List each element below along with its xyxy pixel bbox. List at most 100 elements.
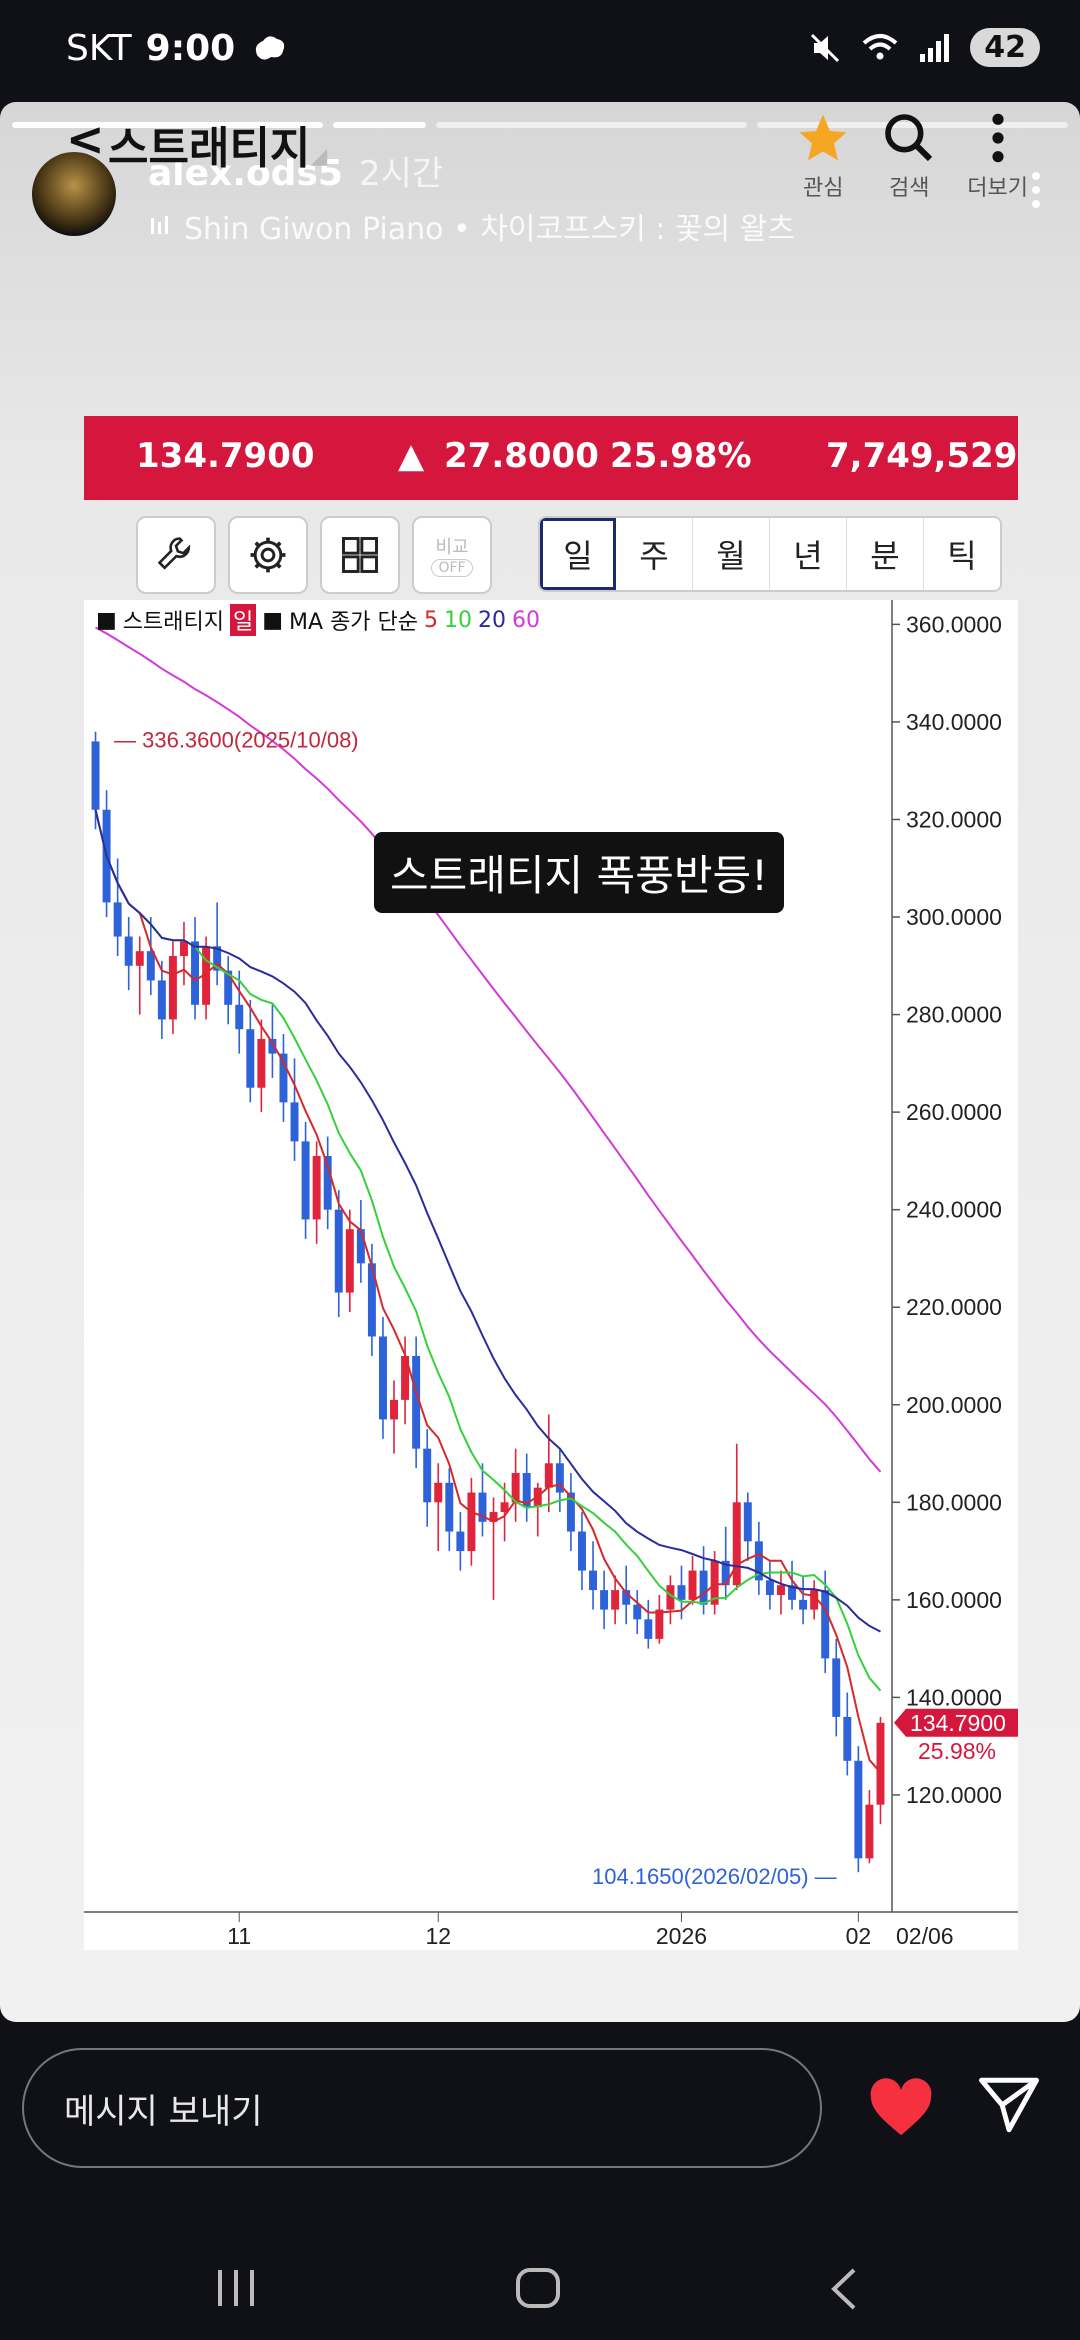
wifi-icon	[862, 33, 898, 59]
y-tick-label: 120.0000	[906, 1782, 1002, 1808]
username[interactable]: alex.ods5	[148, 153, 343, 194]
y-tick-label: 160.0000	[906, 1587, 1002, 1613]
story-header: alex.ods5 2시간	[148, 146, 443, 195]
tab-week[interactable]: 주	[616, 518, 693, 590]
compare-state: OFF	[431, 559, 473, 577]
candle-body	[765, 1580, 774, 1595]
candle-body	[743, 1502, 752, 1542]
candle-body	[489, 1512, 498, 1522]
search-button[interactable]: 검색	[881, 110, 937, 202]
last-price-tag	[894, 1708, 1018, 1737]
tab-year[interactable]: 년	[770, 518, 847, 590]
last-pct-label: 25.98%	[918, 1738, 996, 1764]
candle-body	[577, 1531, 586, 1571]
candle-body	[832, 1658, 841, 1717]
candle-body	[456, 1531, 465, 1552]
legend-marker: ■	[262, 607, 284, 633]
candle-body	[378, 1336, 387, 1420]
story-more-icon[interactable]	[1032, 166, 1044, 214]
y-tick-label: 260.0000	[906, 1099, 1002, 1125]
candle-body	[854, 1760, 863, 1859]
chart-background	[84, 600, 1018, 1950]
y-tick-label: 240.0000	[906, 1197, 1002, 1223]
gear-button[interactable]	[228, 516, 308, 594]
tab-minute[interactable]: 분	[847, 518, 924, 590]
legend-ma60: 60	[512, 607, 541, 633]
price-change-pct: 25.98%	[610, 436, 752, 476]
back-nav-icon[interactable]	[826, 2266, 860, 2312]
candle-body	[821, 1590, 830, 1659]
candle-body	[677, 1585, 686, 1600]
candle-body	[312, 1156, 321, 1220]
candle-body	[655, 1609, 664, 1639]
legend-series: 스트래티지	[122, 610, 224, 635]
star-icon	[799, 114, 847, 161]
status-right: 42	[808, 28, 1040, 67]
last-price-label: 134.7900	[910, 1710, 1006, 1736]
tab-month[interactable]: 월	[693, 518, 770, 590]
candle-body	[644, 1619, 653, 1639]
candle-body	[721, 1560, 730, 1586]
candle-body	[345, 1229, 354, 1293]
candle-body	[666, 1585, 675, 1610]
carrier: SKT	[66, 28, 132, 69]
home-icon[interactable]	[514, 2266, 562, 2310]
battery-indicator: 42	[970, 28, 1040, 67]
search-icon	[885, 114, 933, 162]
candle-body	[401, 1355, 410, 1400]
candle-body	[257, 1038, 266, 1088]
up-arrow-icon: ▲	[398, 436, 425, 476]
candle-body	[279, 1053, 288, 1103]
more-button[interactable]: 더보기	[967, 110, 1028, 202]
y-tick-label: 140.0000	[906, 1684, 1002, 1710]
story-progress	[12, 122, 1068, 128]
candle-body	[688, 1570, 697, 1600]
candle-body	[732, 1502, 741, 1586]
search-label: 검색	[889, 176, 930, 201]
heart-icon[interactable]	[868, 2078, 934, 2138]
legend-marker: ■	[96, 607, 117, 633]
candle-body	[699, 1570, 708, 1605]
ma20-line	[94, 809, 881, 1633]
candle-body	[168, 956, 177, 1020]
music-label: Shin Giwon Piano • 차이코프스키 : 꽃의 왈츠	[184, 212, 795, 247]
settings-wrench-button[interactable]	[136, 516, 216, 594]
candle-body	[423, 1448, 432, 1503]
tab-day[interactable]: 일	[540, 518, 616, 590]
candle-body	[611, 1590, 620, 1610]
compare-toggle[interactable]: 비교 OFF	[412, 516, 492, 594]
candle-body	[334, 1209, 343, 1293]
compare-label: 비교	[435, 537, 469, 558]
x-tick-label: 11	[227, 1923, 251, 1949]
candle-body	[113, 902, 122, 937]
candle-body	[511, 1473, 520, 1503]
price-bar: 134.7900 ▲ 27.8000 25.98% 7,749,529	[84, 416, 1018, 500]
chart-tools: 비교 OFF	[136, 516, 492, 594]
candle-body	[367, 1263, 376, 1337]
send-icon[interactable]	[976, 2074, 1042, 2136]
candlestick-chart[interactable]: 360.0000 340.0000 320.0000 300.0000 280.0000…	[84, 600, 1018, 1950]
candle-body	[213, 946, 222, 971]
avatar[interactable]	[32, 152, 116, 236]
more-icon	[992, 113, 1004, 163]
candle-body	[810, 1590, 819, 1610]
current-price: 134.7900	[136, 436, 315, 476]
clock: 9:00	[145, 28, 236, 69]
recents-icon[interactable]	[214, 2268, 258, 2308]
candle-body	[776, 1585, 785, 1595]
candle-body	[157, 980, 166, 1020]
layout-button[interactable]	[320, 516, 400, 594]
candle-body	[633, 1604, 642, 1620]
y-tick-label: 220.0000	[906, 1294, 1002, 1320]
x-tick-label: 02/06	[896, 1923, 954, 1949]
candle-body	[799, 1599, 808, 1610]
watch-button[interactable]: 관심	[795, 110, 851, 202]
candle-body	[434, 1482, 443, 1503]
message-input[interactable]: 메시지 보내기	[22, 2048, 822, 2168]
music-info[interactable]: Shin Giwon Piano • 차이코프스키 : 꽃의 왈츠	[148, 204, 795, 248]
legend-period: 일	[230, 604, 257, 636]
caption-sticker[interactable]: 스트래티지 폭풍반등!	[374, 832, 784, 913]
back-icon[interactable]: <	[66, 112, 105, 166]
candle-body	[246, 1029, 255, 1088]
tab-tick[interactable]: 틱	[947, 537, 977, 575]
